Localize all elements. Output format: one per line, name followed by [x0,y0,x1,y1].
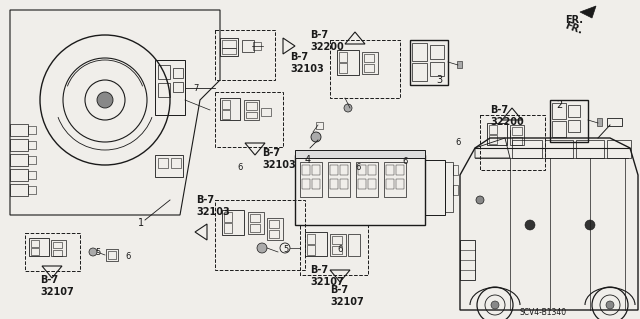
Circle shape [97,92,113,108]
Text: B-7
32107: B-7 32107 [330,285,364,307]
Text: 6: 6 [355,163,360,172]
Circle shape [257,243,267,253]
Text: 6: 6 [237,163,243,172]
Polygon shape [580,6,596,18]
FancyBboxPatch shape [597,118,602,126]
Text: 4: 4 [305,155,311,165]
Circle shape [311,132,321,142]
Text: B-7
32200: B-7 32200 [310,30,344,52]
Text: B-7
32200: B-7 32200 [490,105,524,127]
Circle shape [491,301,499,309]
Circle shape [89,248,97,256]
Text: SCV4-B1340: SCV4-B1340 [520,308,567,317]
Text: 6: 6 [455,138,460,147]
Text: 1: 1 [138,218,144,228]
Text: B-7
32107: B-7 32107 [40,275,74,297]
Text: B-7
32103: B-7 32103 [196,195,230,217]
Text: B-7
32103: B-7 32103 [262,148,296,170]
Text: B-7
32103: B-7 32103 [290,52,324,74]
Text: 3: 3 [436,75,442,85]
Circle shape [606,301,614,309]
Circle shape [525,220,535,230]
Text: 6: 6 [337,245,342,254]
Text: 2: 2 [556,100,563,110]
Circle shape [344,104,352,112]
FancyBboxPatch shape [295,150,425,158]
Text: 7: 7 [193,84,198,93]
Text: 6: 6 [402,157,408,166]
Text: 5: 5 [283,245,288,254]
Text: FR.: FR. [565,15,583,25]
Circle shape [585,220,595,230]
Text: B-7
32107: B-7 32107 [310,265,344,286]
Text: 5: 5 [95,248,100,257]
Circle shape [476,196,484,204]
FancyBboxPatch shape [457,61,462,68]
Text: FR.: FR. [563,20,583,35]
Text: 6: 6 [125,252,131,261]
